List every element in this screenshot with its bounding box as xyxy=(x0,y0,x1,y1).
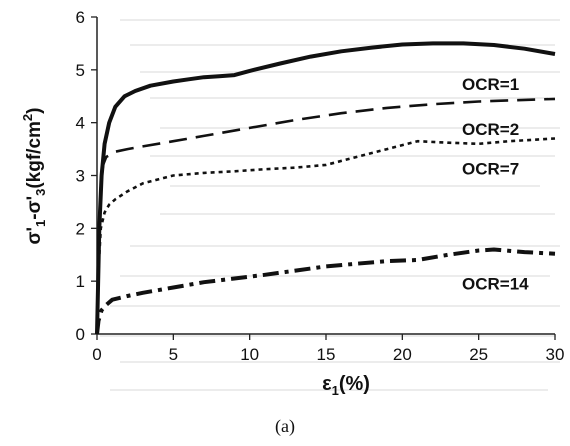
x-tick-label: 30 xyxy=(546,345,565,364)
y-tick-label: 0 xyxy=(76,325,85,344)
x-tick-label: 25 xyxy=(469,345,488,364)
y-tick-label: 2 xyxy=(76,219,85,238)
y-tick-label: 1 xyxy=(76,272,85,291)
x-tick-label: 15 xyxy=(317,345,336,364)
series-label: OCR=7 xyxy=(462,160,519,179)
x-axis-label: ε1(%) xyxy=(322,373,370,398)
y-tick-label: 4 xyxy=(76,114,85,133)
figure-caption: (a) xyxy=(275,416,295,436)
series-labels: OCR=1 OCR=2 OCR=7 OCR=14 xyxy=(462,75,529,294)
series-label: OCR=2 xyxy=(462,120,519,139)
series-line xyxy=(95,247,556,335)
y-tick-label: 5 xyxy=(76,61,85,80)
background-texture xyxy=(100,19,560,391)
y-tick-label: 6 xyxy=(76,8,85,27)
x-tick-label: 0 xyxy=(92,345,101,364)
y-axis-ticks: 0 1 2 3 4 5 6 xyxy=(76,8,97,344)
series-line xyxy=(95,97,556,335)
x-axis-ticks: 0 5 10 15 20 25 30 xyxy=(92,334,564,364)
x-tick-label: 5 xyxy=(169,345,178,364)
series-lines xyxy=(95,41,556,335)
series-label: OCR=1 xyxy=(462,75,519,94)
series-label: OCR=14 xyxy=(462,275,529,294)
series-line xyxy=(95,41,556,335)
x-tick-label: 20 xyxy=(393,345,412,364)
x-tick-label: 10 xyxy=(240,345,259,364)
y-axis-label: σ'1-σ'3(kgf/cm2) xyxy=(20,108,48,245)
y-tick-label: 3 xyxy=(76,167,85,186)
